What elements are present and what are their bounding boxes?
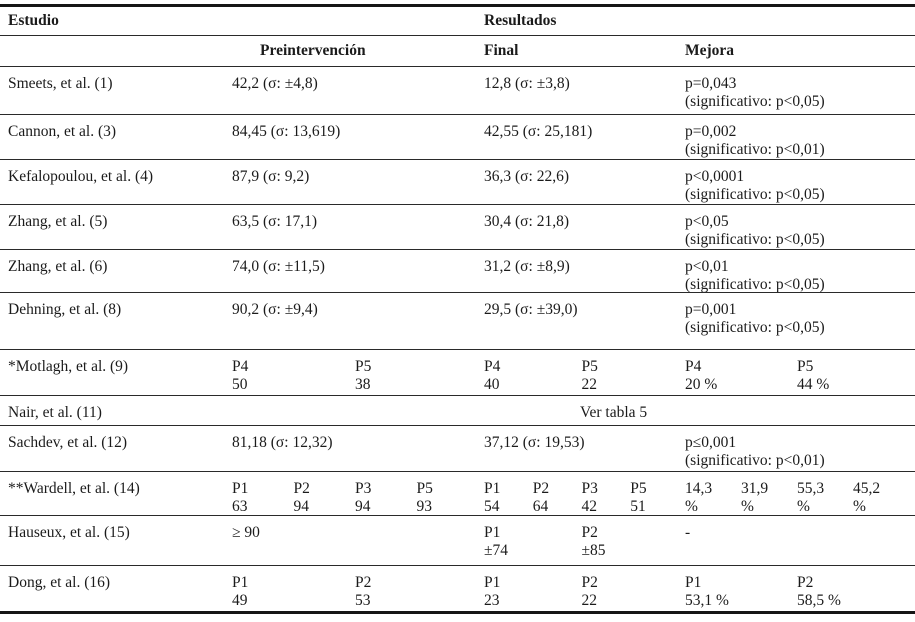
final-cell: P1 ±74 P2 ±85 xyxy=(484,524,685,565)
sub-cell: P1 53,1 % xyxy=(685,574,729,609)
mejora-cell: p<0,05 (significativo: p<0,05) xyxy=(685,213,825,248)
sub-cell: P4 50 xyxy=(232,358,249,393)
sub-cell: P5 22 xyxy=(581,358,598,393)
table-row: Zhang, et al. (6) 74,0 (σ: ±11,5) 31,2 (σ:… xyxy=(0,250,915,293)
final-cell: 36,3 (σ: 22,6) xyxy=(484,168,569,185)
study-cell: **Wardell, et al. (14) xyxy=(8,480,140,497)
pre-cell: 81,18 (σ: 12,32) xyxy=(232,434,333,451)
header-row-top: Estudio Resultados xyxy=(0,7,915,36)
mejora-cell: p<0,0001 (significativo: p<0,05) xyxy=(685,168,825,203)
mejora-cell: p≤0,001 (significativo: p<0,01) xyxy=(685,434,825,469)
table-row: Dehning, et al. (8) 90,2 (σ: ±9,4) 29,5 (σ… xyxy=(0,293,915,350)
sub-cell: P3 42 xyxy=(581,480,598,515)
pre-cell: ≥ 90 xyxy=(232,524,260,541)
table-row: Sachdev, et al. (12) 81,18 (σ: 12,32) 37,1… xyxy=(0,426,915,472)
final-cell: 12,8 (σ: ±3,8) xyxy=(484,75,570,92)
sub-cell: P1 23 xyxy=(484,574,501,609)
mejora-cell: - xyxy=(685,524,691,541)
mejora-cell: P1 53,1 % P2 58,5 % xyxy=(685,574,915,611)
header-row-sub: Preintervención Final Mejora xyxy=(0,36,915,67)
sub-cell: P2 94 xyxy=(293,480,310,515)
table-row: Hauseux, et al. (15) ≥ 90 P1 ±74 P2 ±85 - xyxy=(0,516,915,566)
mejora-cell: p=0,043 (significativo: p<0,05) xyxy=(685,75,825,110)
final-cell: 30,4 (σ: 21,8) xyxy=(484,213,569,230)
sub-cell: P2 64 xyxy=(532,480,550,515)
pre-cell: 74,0 (σ: ±11,5) xyxy=(232,258,325,275)
table-body: Smeets, et al. (1) 42,2 (σ: ±4,8) 12,8 (σ:… xyxy=(0,67,915,611)
table-row: Dong, et al. (16) P1 49 P2 53 P1 23 P2 22 P1 … xyxy=(0,566,915,611)
sub-cell: P5 93 xyxy=(416,480,433,515)
sub-cell: P4 40 xyxy=(484,358,501,393)
sub-cell: P1 ±74 xyxy=(484,524,509,559)
sub-cell: P5 51 xyxy=(630,480,647,515)
pre-cell: 42,2 (σ: ±4,8) xyxy=(232,75,318,92)
study-cell: Cannon, et al. (3) xyxy=(8,123,117,140)
header-estudio: Estudio xyxy=(8,12,59,29)
sub-cell: 31,9 % xyxy=(741,480,769,515)
study-cell: Nair, et al. (11) xyxy=(8,404,102,421)
study-cell: Hauseux, et al. (15) xyxy=(8,524,130,541)
mejora-cell: p=0,001 (significativo: p<0,05) xyxy=(685,301,825,336)
table-row: Cannon, et al. (3) 84,45 (σ: 13,619) 42,55… xyxy=(0,115,915,160)
header-resultados: Resultados xyxy=(484,12,557,29)
sub-cell: P3 94 xyxy=(355,480,372,515)
sub-cell: P2 22 xyxy=(581,574,598,609)
pre-cell: P1 49 P2 53 xyxy=(232,574,484,611)
table-row: **Wardell, et al. (14) P1 63 P2 94 P3 94 P5 … xyxy=(0,472,915,516)
mejora-cell: p=0,002 (significativo: p<0,01) xyxy=(685,123,825,158)
table-row: Nair, et al. (11) Ver tabla 5 xyxy=(0,396,915,426)
sub-cell: 14,3 % xyxy=(685,480,713,515)
table-row: *Motlagh, et al. (9) P4 50 P5 38 P4 40 P5 22… xyxy=(0,350,915,396)
mejora-cell: p<0,01 (significativo: p<0,05) xyxy=(685,258,825,292)
final-cell: P1 23 P2 22 xyxy=(484,574,685,611)
study-cell: Sachdev, et al. (12) xyxy=(8,434,128,451)
final-cell: 37,12 (σ: 19,53) xyxy=(484,434,585,451)
pre-cell: P1 63 P2 94 P3 94 P5 93 xyxy=(232,480,484,515)
merged-cell: Ver tabla 5 xyxy=(580,404,648,421)
study-cell: Kefalopoulou, et al. (4) xyxy=(8,168,154,185)
study-cell: Dong, et al. (16) xyxy=(8,574,111,591)
sub-cell: P2 53 xyxy=(355,574,372,609)
study-cell: Zhang, et al. (5) xyxy=(8,213,108,230)
results-table: Estudio Resultados Preintervención Final… xyxy=(0,4,915,614)
sub-cell: P1 54 xyxy=(484,480,501,515)
header-mejora: Mejora xyxy=(685,42,735,59)
sub-cell: P2 58,5 % xyxy=(797,574,841,609)
table-row: Smeets, et al. (1) 42,2 (σ: ±4,8) 12,8 (σ:… xyxy=(0,67,915,115)
sub-cell: P1 49 xyxy=(232,574,249,609)
sub-cell: 45,2 % xyxy=(853,480,881,515)
mejora-cell: P4 20 % P5 44 % xyxy=(685,358,915,395)
final-cell: 31,2 (σ: ±8,9) xyxy=(484,258,570,275)
pre-cell: 87,9 (σ: 9,2) xyxy=(232,168,310,185)
study-cell: Zhang, et al. (6) xyxy=(8,258,108,275)
final-cell: 42,55 (σ: 25,181) xyxy=(484,123,593,140)
sub-cell: P4 20 % xyxy=(685,358,718,393)
sub-cell: 55,3 % xyxy=(797,480,825,515)
study-cell: Dehning, et al. (8) xyxy=(8,301,122,318)
study-cell: *Motlagh, et al. (9) xyxy=(8,358,129,375)
study-cell: Smeets, et al. (1) xyxy=(8,75,113,92)
pre-cell: P4 50 P5 38 xyxy=(232,358,484,395)
pre-cell: 63,5 (σ: 17,1) xyxy=(232,213,317,230)
header-final: Final xyxy=(484,42,519,59)
final-cell: 29,5 (σ: ±39,0) xyxy=(484,301,578,318)
pre-cell: 84,45 (σ: 13,619) xyxy=(232,123,341,140)
table-row: Kefalopoulou, et al. (4) 87,9 (σ: 9,2) 36,… xyxy=(0,160,915,205)
sub-cell: P5 38 xyxy=(355,358,372,393)
sub-cell: P5 44 % xyxy=(797,358,830,393)
pre-cell: 90,2 (σ: ±9,4) xyxy=(232,301,318,318)
final-cell: P1 54 P2 64 P3 42 P5 51 xyxy=(484,480,685,515)
sub-cell: P1 63 xyxy=(232,480,249,515)
mejora-cell: 14,3 % 31,9 % 55,3 % 45,2 % xyxy=(685,480,915,515)
final-cell: P4 40 P5 22 xyxy=(484,358,685,395)
header-preintervencion: Preintervención xyxy=(260,42,366,59)
table-row: Zhang, et al. (5) 63,5 (σ: 17,1) 30,4 (σ: … xyxy=(0,205,915,250)
sub-cell: P2 ±85 xyxy=(581,524,606,559)
